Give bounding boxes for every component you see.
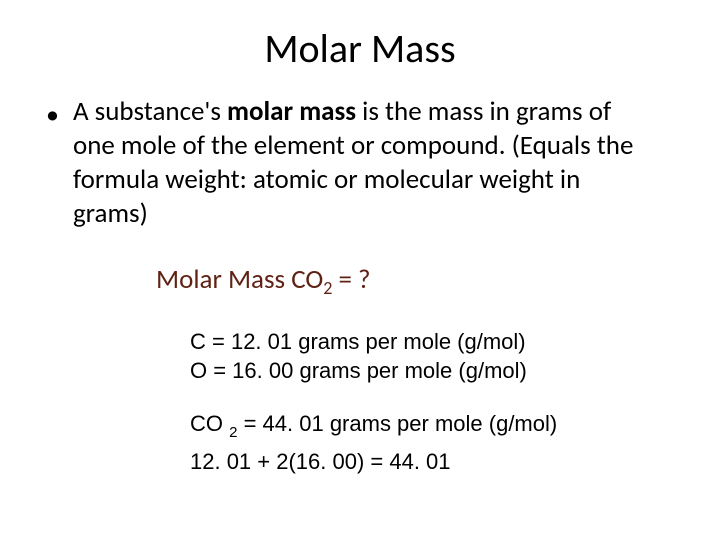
result-line-1: CO 2 = 44. 01 grams per mole (g/mol)	[190, 409, 680, 446]
slide: Molar Mass • A substance's molar mass is…	[0, 0, 720, 540]
bullet-text: A substance's molar mass is the mass in …	[73, 95, 656, 231]
molar-mass-question: Molar Mass CO2 = ?	[156, 263, 680, 299]
result-subscript: 2	[229, 424, 237, 441]
question-pre: Molar Mass CO	[156, 263, 323, 296]
fact-carbon: C = 12. 01 grams per mole (g/mol)	[190, 327, 680, 356]
result-block: CO 2 = 44. 01 grams per mole (g/mol) 12.…	[190, 409, 680, 475]
bullet-pre: A substance's	[73, 95, 227, 128]
bullet-bold: molar mass	[227, 95, 356, 128]
result-line-2: 12. 01 + 2(16. 00) = 44. 01	[190, 447, 680, 476]
bullet-item: • A substance's molar mass is the mass i…	[46, 95, 656, 231]
question-subscript: 2	[323, 277, 332, 299]
atomic-mass-facts: C = 12. 01 grams per mole (g/mol) O = 16…	[190, 327, 680, 385]
result-post: = 44. 01 grams per mole (g/mol)	[237, 411, 557, 436]
slide-title: Molar Mass	[40, 24, 680, 73]
bullet-marker: •	[46, 97, 59, 131]
result-pre: CO	[190, 411, 229, 436]
question-post: = ?	[332, 263, 370, 296]
fact-oxygen: O = 16. 00 grams per mole (g/mol)	[190, 356, 680, 385]
